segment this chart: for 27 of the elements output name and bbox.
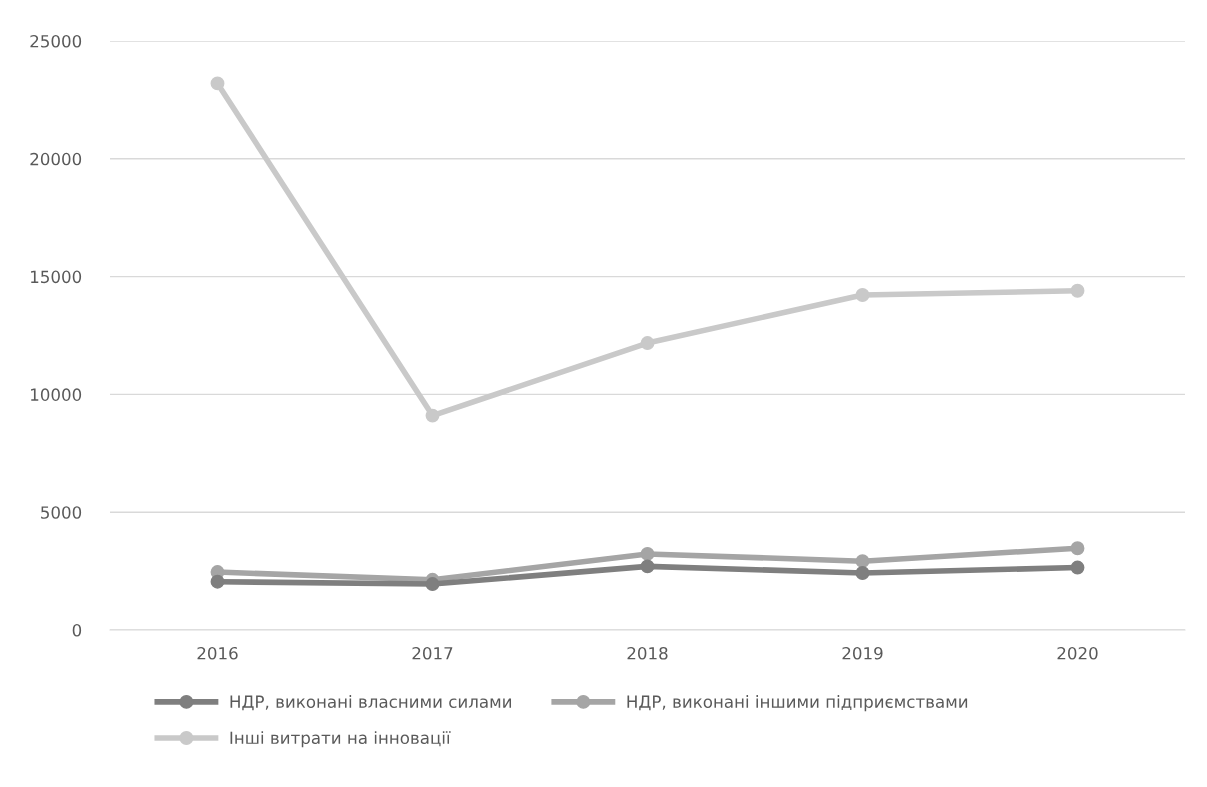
- y-tick-label: 20000: [30, 152, 82, 166]
- x-tick-label: 2016: [197, 646, 238, 660]
- y-tick-label: 10000: [31, 388, 82, 401]
- point: [1070, 283, 1085, 298]
- legend-label: Інші витрати на інновації: [230, 731, 451, 748]
- point: [210, 574, 225, 589]
- point: [640, 559, 655, 574]
- point: [640, 546, 655, 561]
- x-tick-label: 2019: [842, 646, 883, 660]
- point: [640, 336, 655, 350]
- point: [855, 288, 870, 302]
- y-tick-label: 5000: [41, 506, 82, 519]
- point: [425, 408, 440, 423]
- legend-label: НДР, виконані іншими підприємствами: [627, 695, 968, 712]
- x-tick-label: 2017: [412, 646, 453, 660]
- point: [855, 554, 870, 569]
- point: [1070, 541, 1085, 556]
- point: [855, 566, 870, 580]
- point: [210, 76, 225, 91]
- point: [1070, 560, 1085, 575]
- y-tick-label: 15000: [31, 270, 82, 284]
- x-tick-label: 2020: [1057, 646, 1098, 660]
- y-tick-label: 25000: [30, 34, 82, 48]
- y-tick-label: 0: [72, 623, 82, 637]
- legend-label: НДР, виконані власними силами: [230, 695, 511, 711]
- point: [425, 577, 440, 592]
- x-tick-label: 2018: [627, 646, 668, 660]
